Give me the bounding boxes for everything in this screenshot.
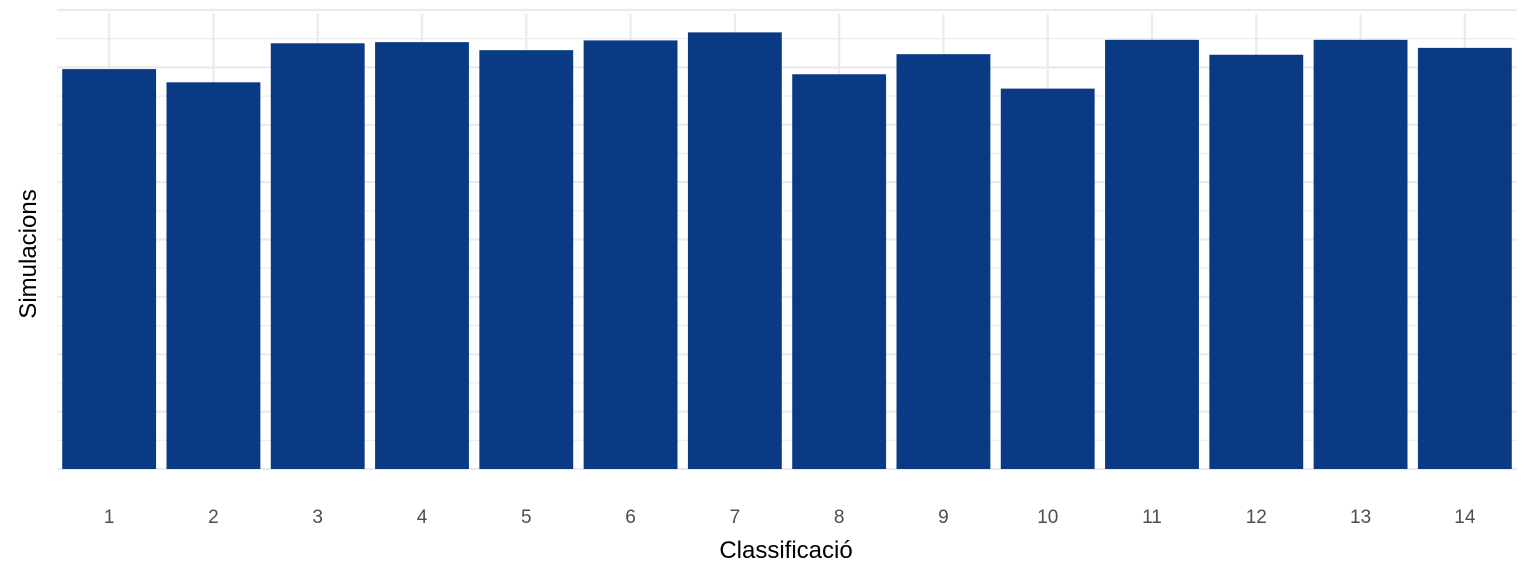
bar-4 (375, 42, 469, 469)
x-axis-title: Classificació (719, 537, 852, 564)
bar-9 (896, 54, 991, 470)
bar-3 (270, 43, 365, 470)
x-tick-label: 1 (104, 507, 115, 528)
bar-11 (1105, 39, 1199, 470)
y-axis-title: Simulacions (15, 189, 42, 318)
x-tick-label: 12 (1246, 507, 1267, 528)
x-tick-label: 9 (938, 507, 949, 528)
bar-10 (1000, 88, 1095, 469)
bar-5 (479, 50, 574, 469)
x-tick-label: 11 (1142, 507, 1162, 528)
bars (62, 32, 1512, 470)
x-tick-label: 3 (312, 507, 323, 528)
x-tick-label: 14 (1454, 507, 1476, 528)
bar-1 (62, 69, 157, 469)
x-tick-label: 10 (1037, 507, 1058, 528)
x-tick-label: 4 (417, 507, 428, 528)
x-tick-label: 8 (834, 507, 845, 528)
x-tick-label: 6 (625, 507, 636, 528)
bar-13 (1313, 39, 1408, 470)
x-tick-label: 5 (521, 507, 532, 528)
bar-12 (1209, 54, 1304, 469)
bar-2 (166, 82, 261, 469)
bar-7 (687, 32, 782, 469)
x-tick-label: 13 (1350, 507, 1371, 528)
bar-8 (792, 74, 887, 469)
x-tick-labels: 1 2 3 4 5 6 7 8 9 10 11 12 13 14 (104, 507, 1476, 528)
x-tick-label: 7 (730, 507, 741, 528)
x-tick-label: 2 (208, 507, 219, 528)
bar-14 (1417, 47, 1512, 470)
bar-6 (583, 40, 678, 469)
